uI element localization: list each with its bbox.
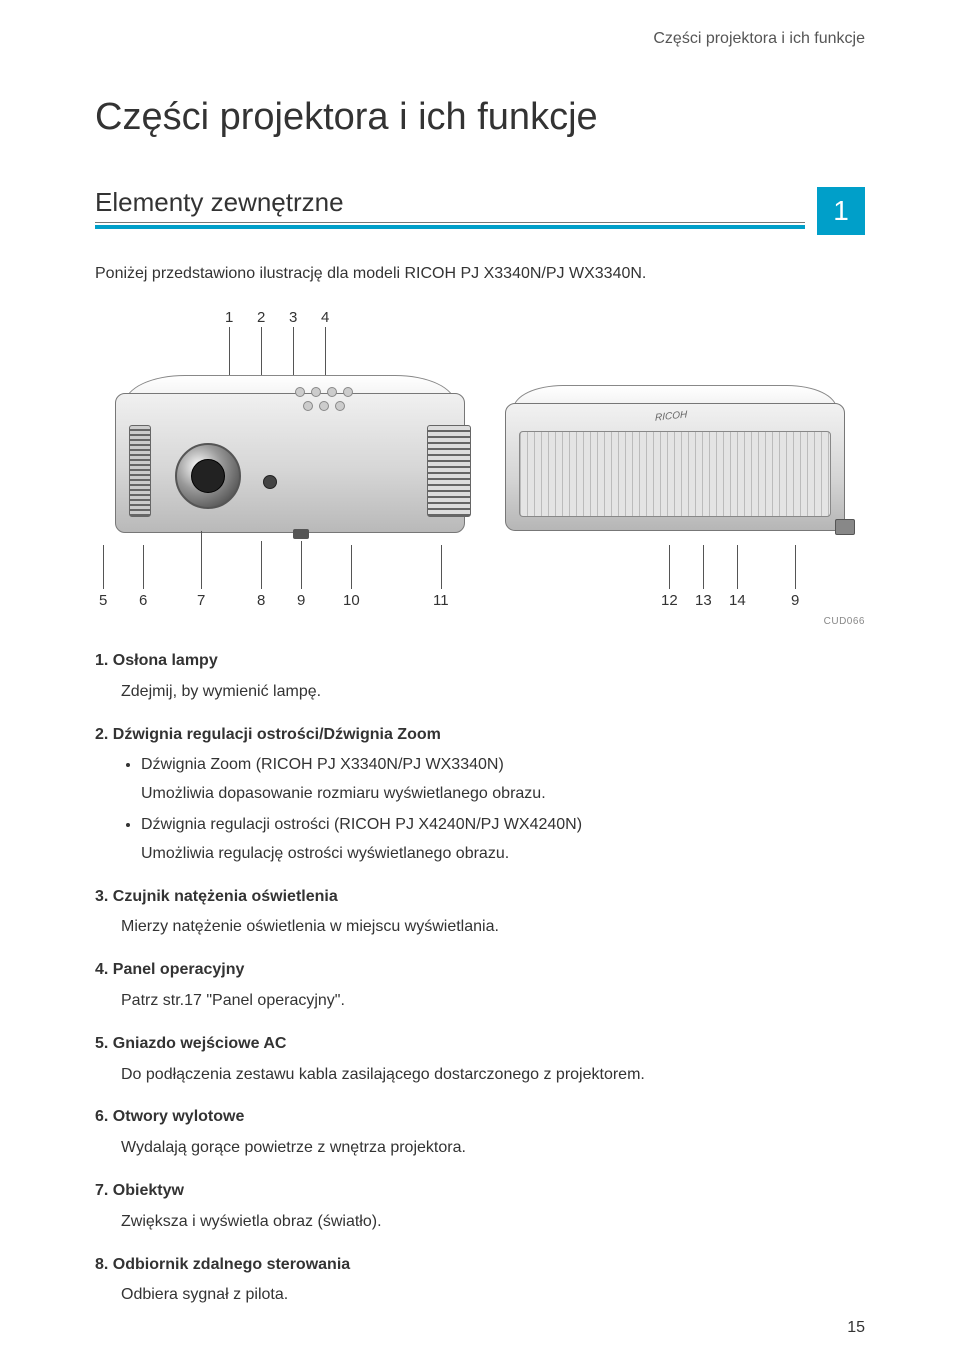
def-desc: Zdejmij, by wymienić lampę. — [121, 680, 865, 705]
definition-item: 2. Dźwignia regulacji ostrości/Dźwignia … — [95, 723, 865, 867]
def-num: 2. — [95, 726, 108, 743]
callout-label: 7 — [197, 592, 205, 609]
def-num: 6. — [95, 1108, 108, 1125]
def-num: 7. — [95, 1182, 108, 1199]
chapter-tab: 1 — [817, 187, 865, 235]
def-title: Dźwignia regulacji ostrości/Dźwignia Zoo… — [113, 726, 441, 743]
definition-item: 4. Panel operacyjny Patrz str.17 "Panel … — [95, 958, 865, 1014]
def-title: Otwory wylotowe — [113, 1108, 245, 1125]
callout-label: 2 — [257, 309, 265, 326]
definitions-list: 1. Osłona lampy Zdejmij, by wymienić lam… — [95, 649, 865, 1308]
def-num: 8. — [95, 1256, 108, 1273]
callout-label: 4 — [321, 309, 329, 326]
def-desc: Odbiera sygnał z pilota. — [121, 1283, 865, 1308]
definition-item: 3. Czujnik natężenia oświetlenia Mierzy … — [95, 885, 865, 941]
definition-item: 8. Odbiornik zdalnego sterowania Odbiera… — [95, 1253, 865, 1309]
def-title: Gniazdo wejściowe AC — [113, 1035, 287, 1052]
def-title: Odbiornik zdalnego sterowania — [113, 1256, 350, 1273]
def-desc: Do podłączenia zestawu kabla zasilająceg… — [121, 1063, 865, 1088]
definition-item: 6. Otwory wylotowe Wydalają gorące powie… — [95, 1105, 865, 1161]
page-number: 15 — [847, 1319, 865, 1337]
def-title: Panel operacyjny — [113, 961, 245, 978]
def-desc: Zwiększa i wyświetla obraz (światło). — [121, 1210, 865, 1235]
callout-label: 6 — [139, 592, 147, 609]
callouts-top: 1 2 3 4 — [95, 309, 865, 351]
def-num: 1. — [95, 652, 108, 669]
section-heading: Elementy zewnętrzne — [95, 187, 805, 218]
callout-label: 9 — [297, 592, 305, 609]
definition-item: 5. Gniazdo wejściowe AC Do podłączenia z… — [95, 1032, 865, 1088]
projector-side-view: RICOH — [505, 379, 865, 559]
def-desc: Patrz str.17 "Panel operacyjny". — [121, 989, 865, 1014]
bullet-head: Dźwignia regulacji ostrości (RICOH PJ X4… — [141, 816, 582, 833]
callout-label: 14 — [729, 592, 746, 609]
definition-item: 7. Obiektyw Zwiększa i wyświetla obraz (… — [95, 1179, 865, 1235]
def-title: Osłona lampy — [113, 652, 218, 669]
projector-diagram: 1 2 3 4 — [95, 309, 865, 609]
def-desc: Mierzy natężenie oświetlenia w miejscu w… — [121, 915, 865, 940]
def-bullet: Dźwignia Zoom (RICOH PJ X3340N/PJ WX3340… — [141, 753, 865, 807]
definition-item: 1. Osłona lampy Zdejmij, by wymienić lam… — [95, 649, 865, 705]
def-title: Czujnik natężenia oświetlenia — [113, 888, 338, 905]
callout-label: 9 — [791, 592, 799, 609]
def-num: 3. — [95, 888, 108, 905]
intro-paragraph: Poniżej przedstawiono ilustrację dla mod… — [95, 265, 865, 283]
projector-front-view — [95, 365, 485, 565]
callout-label: 11 — [433, 592, 449, 609]
heading-rules — [95, 222, 805, 229]
callout-label: 1 — [225, 309, 233, 326]
callout-label: 10 — [343, 592, 360, 609]
running-header: Części projektora i ich funkcje — [95, 30, 865, 48]
def-bullet: Dźwignia regulacji ostrości (RICOH PJ X4… — [141, 813, 865, 867]
figure-code: CUD066 — [824, 616, 865, 627]
callout-label: 13 — [695, 592, 712, 609]
def-num: 5. — [95, 1035, 108, 1052]
bullet-head: Dźwignia Zoom (RICOH PJ X3340N/PJ WX3340… — [141, 756, 504, 773]
callout-label: 12 — [661, 592, 678, 609]
callout-label: 3 — [289, 309, 297, 326]
bullet-body: Umożliwia dopasowanie rozmiaru wyświetla… — [141, 782, 865, 807]
def-num: 4. — [95, 961, 108, 978]
callout-label: 5 — [99, 592, 107, 609]
page-title: Części projektora i ich funkcje — [95, 96, 865, 139]
callout-label: 8 — [257, 592, 265, 609]
bullet-body: Umożliwia regulację ostrości wyświetlane… — [141, 842, 865, 867]
def-title: Obiektyw — [113, 1182, 184, 1199]
callouts-bottom: 5 6 7 8 9 10 11 12 13 14 9 — [95, 573, 865, 609]
def-desc: Wydalają gorące powietrze z wnętrza proj… — [121, 1136, 865, 1161]
